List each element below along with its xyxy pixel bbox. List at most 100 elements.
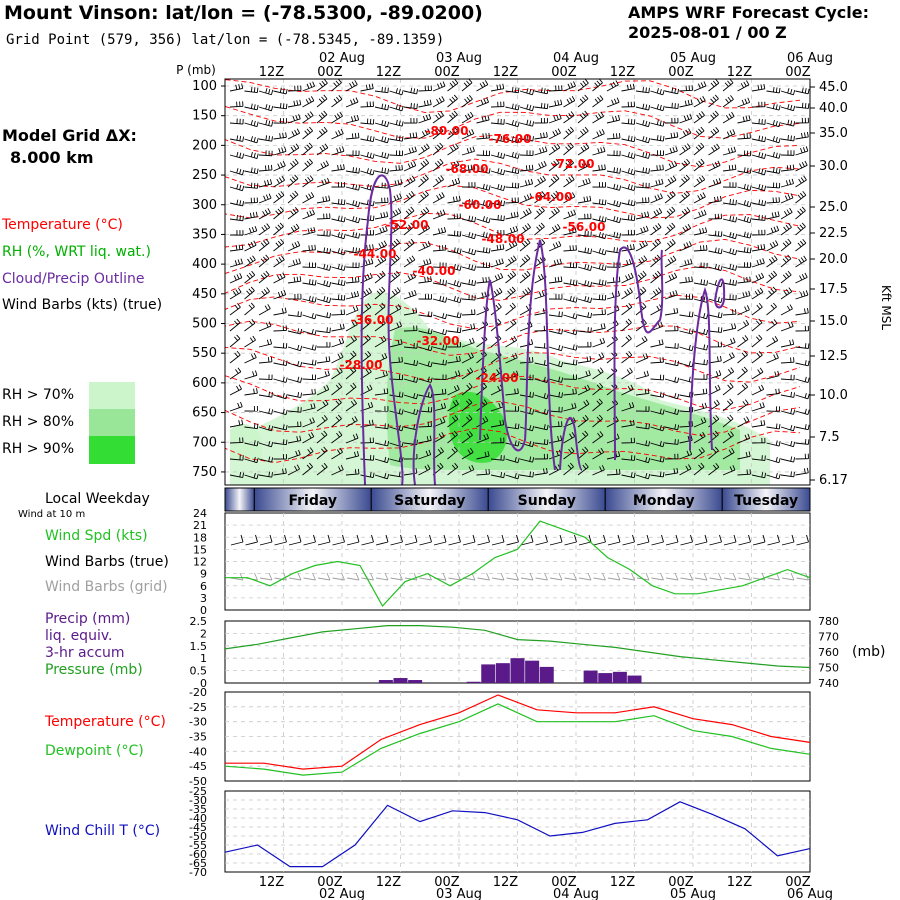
wind-barb-flag — [565, 146, 570, 151]
wind-barb-flag — [482, 216, 485, 222]
wind-barb-flag — [517, 168, 520, 174]
wind-barb — [229, 138, 243, 142]
wind-barb-flag — [454, 462, 459, 468]
wind-barb — [360, 248, 374, 252]
wind-barb — [331, 356, 344, 364]
wind-barb — [403, 362, 417, 367]
wind-barb — [592, 168, 606, 172]
wind-barb-flag — [406, 242, 410, 247]
wind-barb — [331, 314, 345, 316]
wind-barb-flag — [449, 98, 454, 103]
wind-barb-flag — [352, 382, 357, 388]
wind-barb — [795, 472, 809, 476]
wind-barb-flag — [423, 225, 428, 231]
wind-barb-true — [346, 541, 360, 546]
wind-barb-flag — [415, 307, 418, 313]
wind-barb-flag — [509, 272, 514, 278]
wind-barb — [751, 306, 763, 316]
legend-rh70-swatch — [89, 382, 135, 409]
wind-barb-flag — [814, 244, 816, 249]
wind-barb-flag — [646, 370, 649, 376]
wind-barb-flag — [583, 145, 587, 150]
wind-barb-flag — [405, 210, 410, 215]
isotherm-label: -36.00 — [351, 313, 394, 327]
wind-barb — [534, 150, 548, 156]
wind-barb-flag — [710, 98, 715, 103]
wind-barb-flag — [482, 200, 485, 206]
wind-barb-flag — [496, 369, 500, 374]
wind-barb-flag — [790, 88, 793, 95]
temperature-tick-label: -40 — [189, 745, 207, 758]
wind-barb-flag — [601, 279, 604, 285]
wind-barb-flag — [783, 290, 788, 296]
wind-barb-flag — [401, 392, 404, 398]
wind-barb — [447, 389, 460, 396]
wind-barb — [766, 122, 780, 128]
cloud-outline — [360, 174, 404, 485]
wind-barb-flag — [339, 147, 342, 153]
wind-barb-flag — [772, 337, 776, 343]
wind-barb-grid — [535, 577, 548, 581]
wind-barb — [534, 378, 548, 383]
wind-barb-flag — [468, 263, 471, 269]
wind-barb-flag — [321, 96, 326, 101]
wind-barb — [519, 343, 533, 348]
wind-barb-flag — [352, 366, 357, 371]
wind-barb-flag — [816, 277, 817, 282]
wind-barb-flag — [802, 291, 806, 297]
wind-barb-true — [404, 541, 418, 546]
wind-barb — [664, 426, 678, 431]
wind-barb — [737, 339, 749, 348]
wind-barb-flag — [524, 289, 529, 294]
wind-barb-flag — [729, 398, 734, 403]
wind-barb-flag — [669, 224, 674, 229]
wind-barb-flag — [715, 126, 720, 132]
wind-barb — [534, 194, 546, 204]
wind-barb-flag — [343, 249, 346, 255]
wind-barb-flag — [618, 451, 621, 457]
wind-barb — [389, 325, 402, 332]
wind-barb — [751, 388, 764, 396]
wind-barb-flag — [773, 255, 778, 260]
wind-barb-flag — [656, 135, 659, 141]
wind-barb-flag — [474, 280, 477, 286]
wind-barb — [331, 168, 345, 172]
wind-barb-flag — [252, 212, 255, 218]
wind-barb-flag — [413, 88, 416, 94]
wind-barb-flag — [801, 132, 803, 138]
wind-barb — [490, 388, 503, 396]
wind-barb-flag — [328, 195, 331, 201]
wind-barb — [650, 90, 664, 96]
wind-barb-flag — [365, 84, 368, 90]
wind-barb — [505, 259, 517, 268]
wind-barb-flag — [717, 384, 721, 390]
wind-barb-grid-flag — [312, 572, 316, 581]
wind-barb-flag — [812, 179, 815, 183]
wind-barb-flag — [759, 403, 762, 409]
wind-barb-flag — [513, 335, 518, 341]
isotherm — [225, 400, 801, 436]
wind-barb-flag — [336, 369, 341, 374]
wind-barb — [563, 249, 577, 252]
wind-barb — [809, 250, 810, 251]
wind-barb-flag — [309, 447, 314, 452]
wind-barb-flag — [338, 338, 342, 344]
wind-barb-flag — [727, 432, 732, 438]
wind-barb-flag — [239, 215, 241, 221]
wind-barb-flag — [439, 295, 442, 301]
wind-barb-flag — [351, 116, 354, 122]
wind-barb-flag — [267, 357, 270, 363]
wind-barb-flag — [656, 238, 661, 244]
wind-barb-flag — [468, 353, 472, 359]
wind-barb — [316, 418, 328, 428]
wind-barb-flag — [453, 161, 457, 167]
wind-barb — [258, 458, 272, 463]
wind-barb-flag — [690, 258, 693, 264]
wind-barb-flag — [323, 280, 326, 286]
wind-barb — [331, 82, 342, 92]
wind-barb-flag — [627, 151, 630, 158]
wind-barb — [635, 339, 648, 348]
wind-barb-true-flag — [356, 534, 360, 543]
wind-barb — [461, 266, 475, 271]
wind-barb-flag — [799, 275, 803, 281]
